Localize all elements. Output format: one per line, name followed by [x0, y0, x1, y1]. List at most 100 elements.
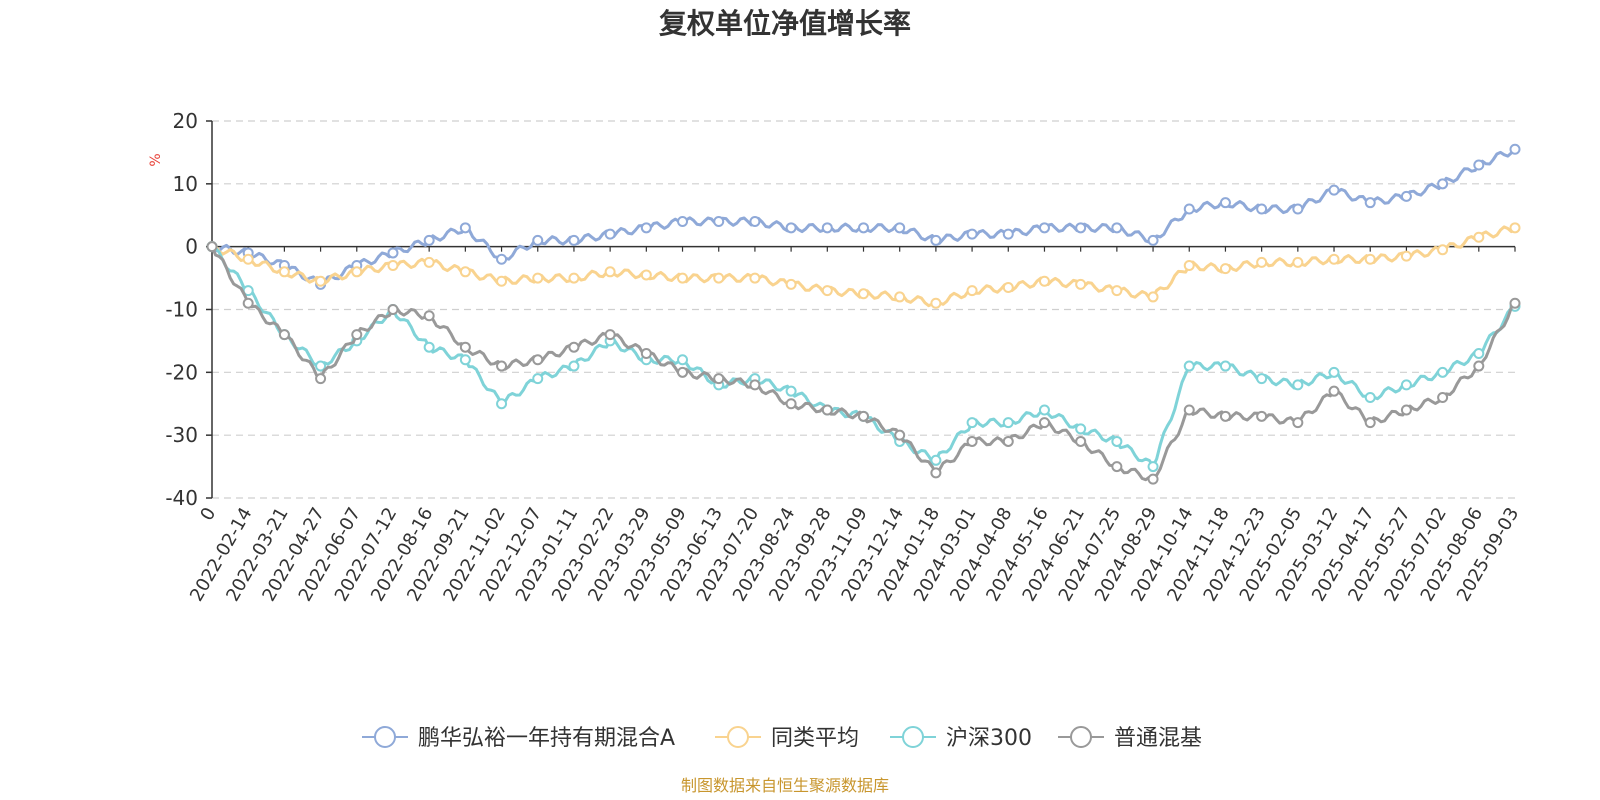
- data-point: [640, 269, 652, 281]
- data-point: [966, 417, 978, 429]
- data-point: [1473, 159, 1485, 171]
- data-point: [749, 272, 761, 284]
- data-point: [532, 373, 544, 385]
- data-point: [1111, 461, 1123, 473]
- data-point: [1400, 379, 1412, 391]
- data-point: [423, 341, 435, 353]
- data-point: [785, 222, 797, 234]
- data-point: [1147, 473, 1159, 485]
- data-point: [1292, 203, 1304, 215]
- data-point: [894, 222, 906, 234]
- data-point: [930, 234, 942, 246]
- data-point: [315, 360, 327, 372]
- data-point: [496, 253, 508, 265]
- data-point: [604, 266, 616, 278]
- y-tick-label: -30: [165, 423, 198, 447]
- data-point: [278, 266, 290, 278]
- data-point: [677, 366, 689, 378]
- legend-swatch-marker: [902, 726, 924, 748]
- data-point: [1111, 222, 1123, 234]
- x-tick-label: 0: [196, 504, 220, 524]
- data-point: [1328, 385, 1340, 397]
- data-point: [1473, 231, 1485, 243]
- data-point: [387, 247, 399, 259]
- data-point: [1038, 404, 1050, 416]
- data-point: [785, 278, 797, 290]
- data-point: [568, 234, 580, 246]
- data-point: [496, 275, 508, 287]
- data-point: [713, 272, 725, 284]
- data-point: [1328, 253, 1340, 265]
- data-point: [930, 467, 942, 479]
- data-point: [1075, 435, 1087, 447]
- legend-swatch-marker: [374, 726, 396, 748]
- data-point: [532, 354, 544, 366]
- data-point: [1002, 417, 1014, 429]
- data-point: [1038, 417, 1050, 429]
- data-point: [1509, 143, 1521, 155]
- series-lines: [206, 143, 1521, 485]
- legend-label: 普通混基: [1114, 726, 1202, 751]
- data-point: [1256, 373, 1268, 385]
- data-point: [1364, 197, 1376, 209]
- data-point: [315, 373, 327, 385]
- data-point: [858, 410, 869, 422]
- data-point: [423, 256, 435, 268]
- data-point: [1002, 282, 1014, 294]
- data-point: [1292, 417, 1304, 429]
- data-point: [640, 222, 652, 234]
- data-point: [1509, 222, 1521, 234]
- data-point: [604, 228, 616, 240]
- legend-label: 沪深300: [946, 726, 1032, 751]
- data-point: [1111, 435, 1123, 447]
- data-point: [496, 398, 508, 410]
- data-point: [640, 347, 652, 359]
- data-point: [930, 454, 942, 466]
- data-point: [1437, 391, 1449, 403]
- data-point: [1292, 256, 1304, 268]
- data-point: [677, 272, 689, 284]
- data-point: [1002, 228, 1014, 240]
- data-point: [1183, 203, 1195, 215]
- data-point: [785, 398, 797, 410]
- data-point: [242, 253, 254, 265]
- data-point: [1437, 178, 1449, 190]
- data-point: [1256, 256, 1268, 268]
- data-point: [351, 329, 363, 341]
- y-tick-label: 10: [173, 172, 198, 196]
- data-point: [1364, 253, 1376, 265]
- data-point: [966, 228, 978, 240]
- data-point: [1219, 410, 1231, 422]
- series-line: [210, 246, 1517, 482]
- data-point: [496, 360, 508, 372]
- data-point: [1183, 260, 1195, 272]
- data-point: [966, 435, 978, 447]
- data-point: [894, 429, 906, 441]
- source-note: 制图数据来自恒生聚源数据库: [681, 776, 889, 795]
- grid-lines: [212, 120, 1515, 499]
- data-point: [821, 222, 833, 234]
- data-point: [1075, 278, 1087, 290]
- data-point: [568, 272, 580, 284]
- data-point: [1400, 250, 1412, 262]
- data-point: [1038, 275, 1050, 287]
- legend[interactable]: 鹏华弘裕一年持有期混合A 同类平均 沪深300 普通混基: [362, 726, 1202, 751]
- data-point: [1147, 461, 1159, 473]
- x-axis-ticks: 02022-02-142022-03-212022-04-272022-06-0…: [186, 246, 1523, 605]
- y-axis-ticks: 20 10 0 -10 -20 -30 -40: [165, 109, 212, 510]
- data-point: [278, 329, 290, 341]
- legend-label: 鹏华弘裕一年持有期混合A: [418, 726, 675, 751]
- data-point: [459, 222, 471, 234]
- data-point: [858, 222, 869, 234]
- y-tick-label: 20: [173, 109, 198, 133]
- data-point: [1364, 391, 1376, 403]
- data-point: [1256, 203, 1268, 215]
- data-point: [459, 266, 471, 278]
- data-point: [1111, 285, 1123, 297]
- data-point: [713, 373, 725, 385]
- data-point: [1473, 360, 1485, 372]
- data-point: [930, 297, 942, 309]
- data-point: [1038, 222, 1050, 234]
- data-point: [1437, 366, 1449, 378]
